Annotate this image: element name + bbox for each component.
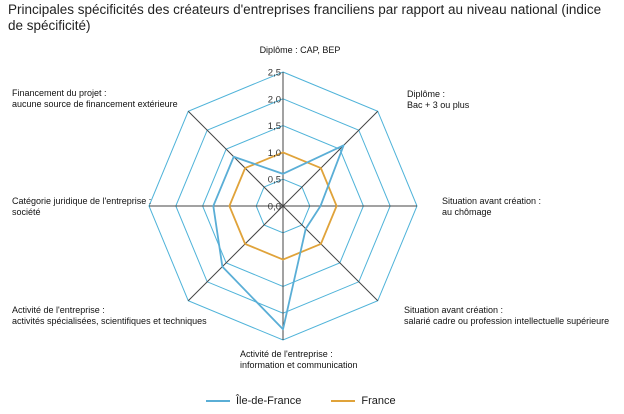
- legend-label-france: France: [361, 395, 396, 407]
- radar-spoke: [187, 110, 284, 207]
- chart-title: Principales spécificités des créateurs d…: [8, 2, 602, 33]
- radar-spoke: [187, 205, 284, 302]
- axis-label: Situation avant création :: [442, 196, 541, 206]
- tick-label: 0,0: [268, 202, 281, 213]
- axis-label: Activité de l'entreprise :: [12, 305, 105, 315]
- tick-label: 2,5: [268, 68, 281, 79]
- axis-label: salarié cadre ou profession intellectuel…: [404, 316, 609, 326]
- axis-label: Activité de l'entreprise :: [240, 349, 333, 359]
- tick-label: 1,5: [268, 121, 281, 132]
- axis-label: aucune source de financement extérieure: [12, 99, 178, 109]
- axis-label: Situation avant création :: [404, 305, 503, 315]
- radar-spokes: [149, 72, 417, 340]
- axis-label: activités spécialisées, scientifiques et…: [12, 316, 207, 326]
- series-line-ile-de-france: [212, 144, 345, 331]
- tick-label: 0,5: [268, 175, 281, 186]
- legend-swatch-france: [331, 400, 356, 402]
- series-line-france: [228, 151, 338, 261]
- axis-label: Financement du projet :: [12, 88, 107, 98]
- axis-label: Diplôme :: [407, 89, 445, 99]
- legend-item-france: France: [331, 395, 396, 407]
- axis-label: Catégorie juridique de l'entreprise :: [12, 196, 151, 206]
- axis-label: Bac + 3 ou plus: [407, 100, 470, 110]
- radar-series: [212, 144, 345, 331]
- radar-ticks: 0,0 0,5 1,0 1,5 2,0 2,5: [268, 68, 281, 213]
- radar-axis-labels: Diplôme : CAP, BEP Diplôme :Bac + 3 ou pl…: [12, 45, 609, 370]
- axis-label: Diplôme : CAP, BEP: [260, 45, 341, 55]
- legend-item-ile-de-france: Île-de-France: [206, 395, 301, 407]
- tick-label: 2,0: [268, 94, 281, 105]
- axis-label: société: [12, 207, 41, 217]
- tick-label: 1,0: [268, 148, 281, 159]
- radar-spoke: [282, 205, 379, 302]
- legend: Île-de-France France: [206, 395, 426, 407]
- legend-swatch-ile-de-france: [206, 400, 230, 402]
- axis-label: au chômage: [442, 207, 492, 217]
- legend-label-ile-de-france: Île-de-France: [236, 395, 302, 407]
- radar-spoke: [282, 110, 379, 207]
- axis-label: information et communication: [240, 360, 358, 370]
